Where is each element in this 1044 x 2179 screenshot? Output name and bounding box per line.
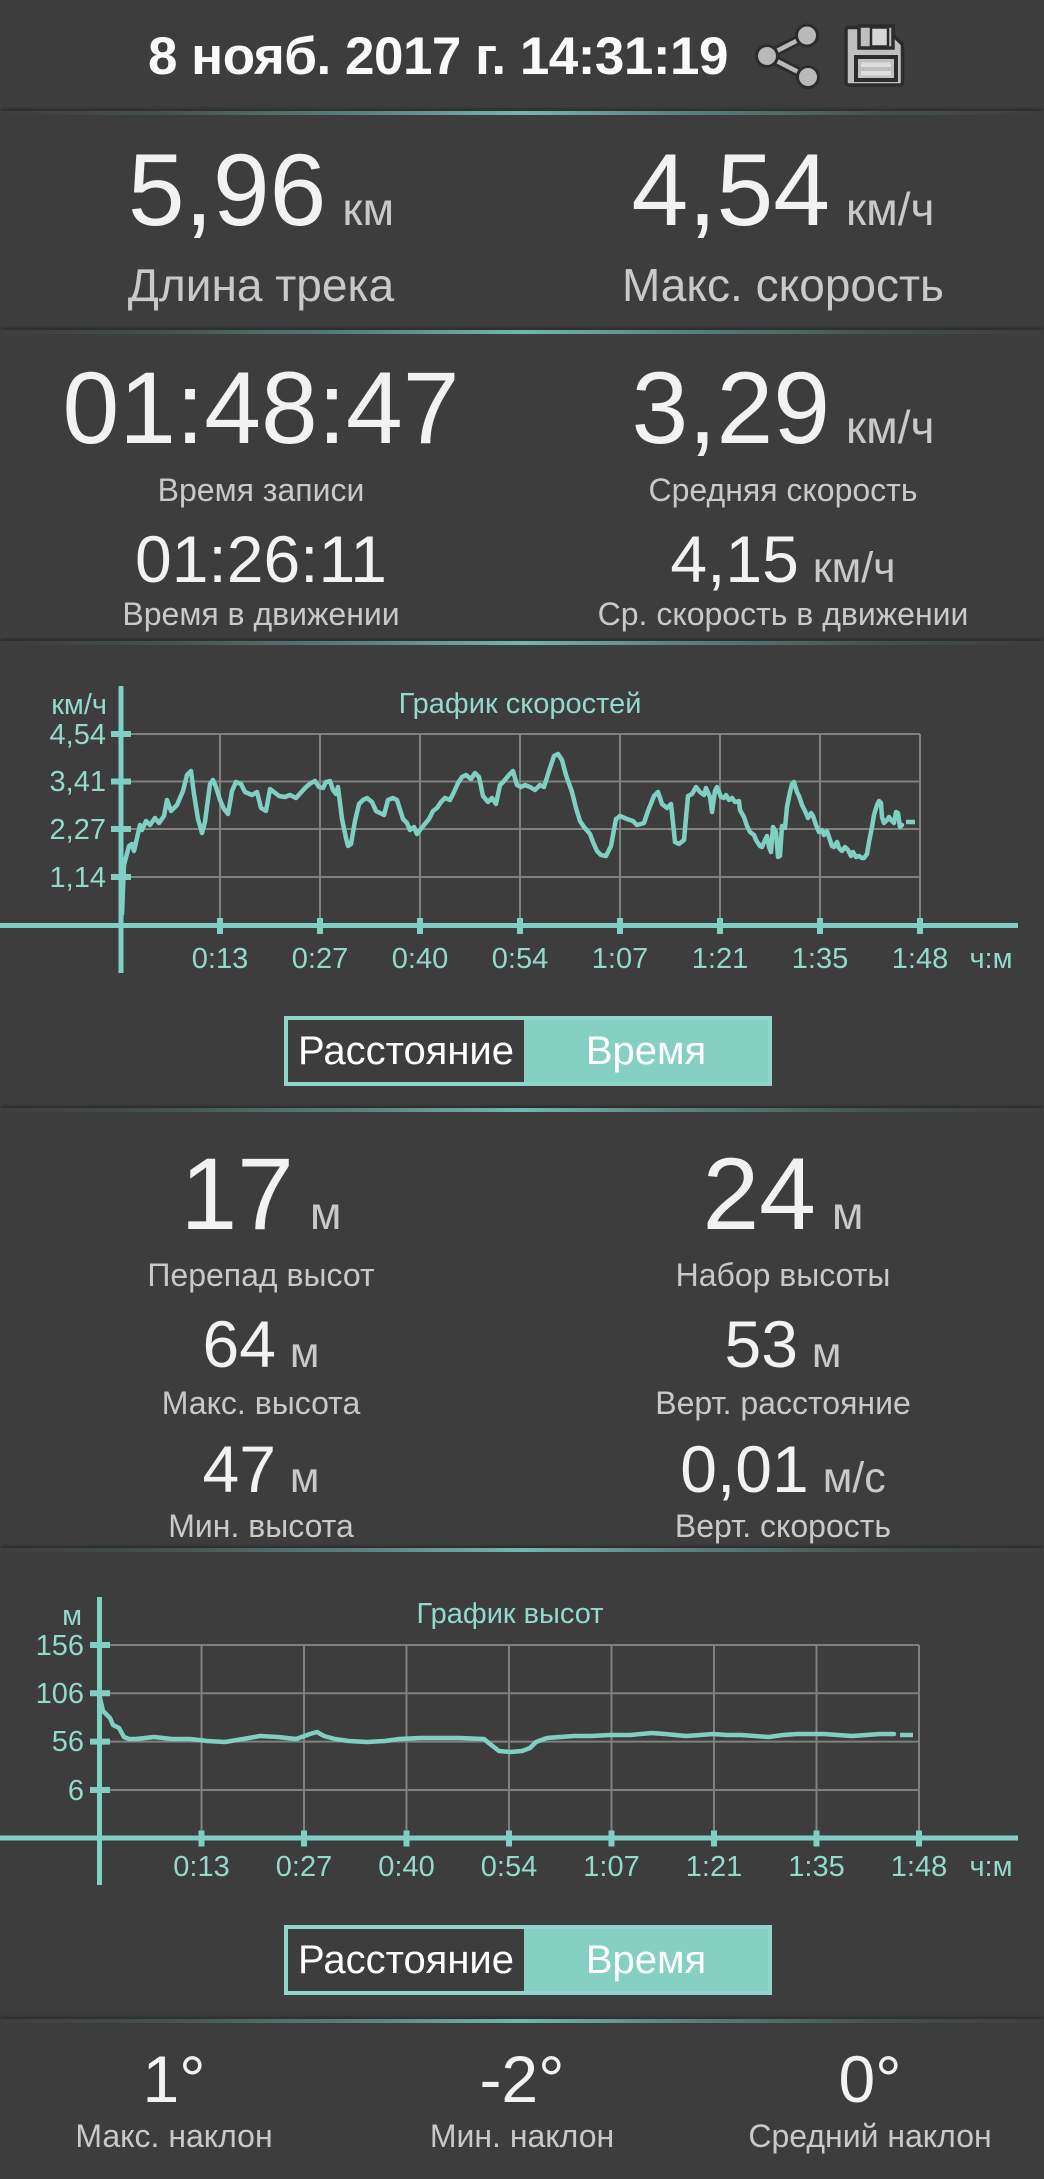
svg-text:6: 6 [68,1775,84,1807]
svg-text:1:21: 1:21 [686,1851,742,1883]
svg-text:2,27: 2,27 [50,814,106,846]
svg-text:56: 56 [52,1726,84,1758]
svg-text:3,41: 3,41 [50,766,106,798]
svg-text:0:40: 0:40 [392,943,448,975]
svg-text:106: 106 [36,1678,84,1710]
svg-text:1:35: 1:35 [788,1851,844,1883]
svg-text:График скоростей: График скоростей [399,688,642,720]
svg-text:0:27: 0:27 [292,943,348,975]
svg-text:156: 156 [36,1630,84,1662]
svg-text:0:13: 0:13 [192,943,248,975]
svg-text:ч:м: ч:м [969,1851,1012,1883]
svg-text:4,54: 4,54 [50,719,106,751]
svg-text:1:35: 1:35 [792,943,848,975]
svg-text:1,14: 1,14 [50,862,106,894]
svg-text:1:48: 1:48 [892,943,948,975]
svg-text:км/ч: км/ч [51,689,107,721]
svg-text:1:07: 1:07 [592,943,648,975]
svg-text:0:13: 0:13 [173,1851,229,1883]
svg-text:График высот: График высот [417,1598,604,1630]
svg-text:ч:м: ч:м [969,943,1012,975]
svg-text:м: м [62,1600,82,1632]
svg-text:1:21: 1:21 [692,943,748,975]
svg-text:0:54: 0:54 [492,943,548,975]
svg-text:0:40: 0:40 [378,1851,434,1883]
svg-text:0:54: 0:54 [481,1851,537,1883]
svg-text:0:27: 0:27 [276,1851,332,1883]
svg-text:1:07: 1:07 [583,1851,639,1883]
svg-text:1:48: 1:48 [891,1851,947,1883]
